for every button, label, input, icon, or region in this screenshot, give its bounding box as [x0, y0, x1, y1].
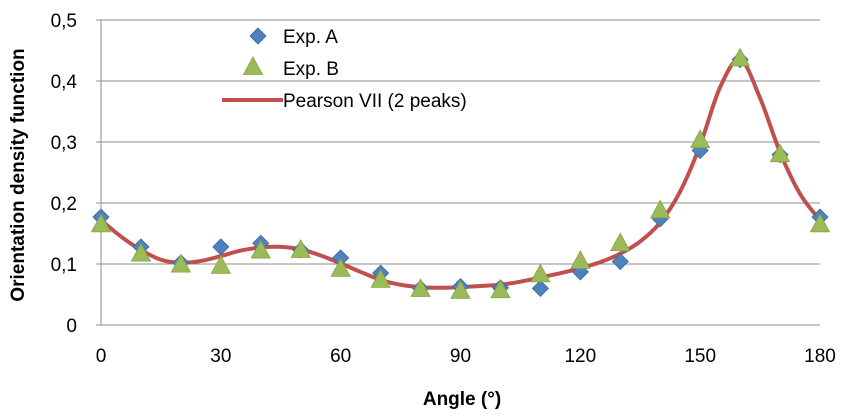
y-tick-labels: 0 0,1 0,2 0,3 0,4 0,5	[51, 11, 78, 337]
exp-b-points	[90, 47, 831, 299]
exp-b-point	[210, 254, 232, 274]
x-tick-label: 150	[684, 346, 716, 367]
legend-item-pearson-fit: Pearson VII (2 peaks)	[222, 91, 467, 112]
exp-b-point	[130, 242, 152, 262]
exp-b-point	[90, 213, 112, 233]
exp-b-point	[370, 269, 391, 288]
y-axis-title: Orientation density function	[8, 48, 29, 301]
x-tick-labels: 0 30 60 90 120 150 180	[96, 346, 836, 367]
legend-label-exp-b: Exp. B	[283, 59, 339, 80]
axes	[96, 19, 820, 326]
legend-marker-exp-a	[249, 27, 267, 45]
exp-b-point	[650, 199, 671, 219]
y-tick-label: 0,3	[51, 133, 77, 154]
legend: Exp. A Exp. B Pearson VII (2 peaks)	[222, 27, 467, 112]
exp-b-point	[689, 129, 711, 149]
exp-b-point	[490, 279, 511, 299]
legend-item-exp-a: Exp. A	[249, 27, 338, 48]
y-tick-label: 0	[66, 316, 77, 337]
x-tick-label: 90	[450, 346, 471, 367]
exp-b-point	[530, 263, 551, 283]
x-tick-label: 30	[210, 346, 231, 367]
exp-b-point	[769, 143, 791, 163]
legend-marker-exp-b	[242, 56, 264, 75]
x-tick-label: 120	[564, 346, 596, 367]
exp-b-point	[570, 250, 591, 269]
exp-a-point	[212, 238, 230, 256]
exp-a-point	[611, 252, 629, 271]
x-axis-title: Angle (°)	[423, 389, 501, 410]
y-tick-label: 0,5	[51, 11, 77, 32]
x-tick-label: 0	[96, 346, 107, 367]
legend-label-exp-a: Exp. A	[283, 27, 338, 48]
gridlines	[101, 19, 820, 265]
x-tick-label: 60	[330, 346, 351, 367]
exp-a-point	[531, 279, 549, 297]
legend-item-exp-b: Exp. B	[242, 56, 339, 80]
exp-b-point	[290, 239, 311, 258]
legend-label-pearson-fit: Pearson VII (2 peaks)	[283, 91, 467, 112]
y-tick-label: 0,2	[51, 194, 77, 215]
exp-b-point	[450, 280, 471, 299]
exp-b-point	[250, 239, 271, 259]
exp-b-point	[809, 213, 831, 233]
x-tick-label: 180	[804, 346, 836, 367]
exp-b-point	[729, 47, 751, 67]
exp-b-point	[410, 278, 431, 297]
exp-b-point	[170, 253, 192, 273]
exp-b-point	[610, 232, 631, 252]
y-tick-label: 0,1	[51, 255, 77, 276]
y-tick-label: 0,4	[51, 72, 78, 93]
exp-b-point	[330, 258, 351, 277]
